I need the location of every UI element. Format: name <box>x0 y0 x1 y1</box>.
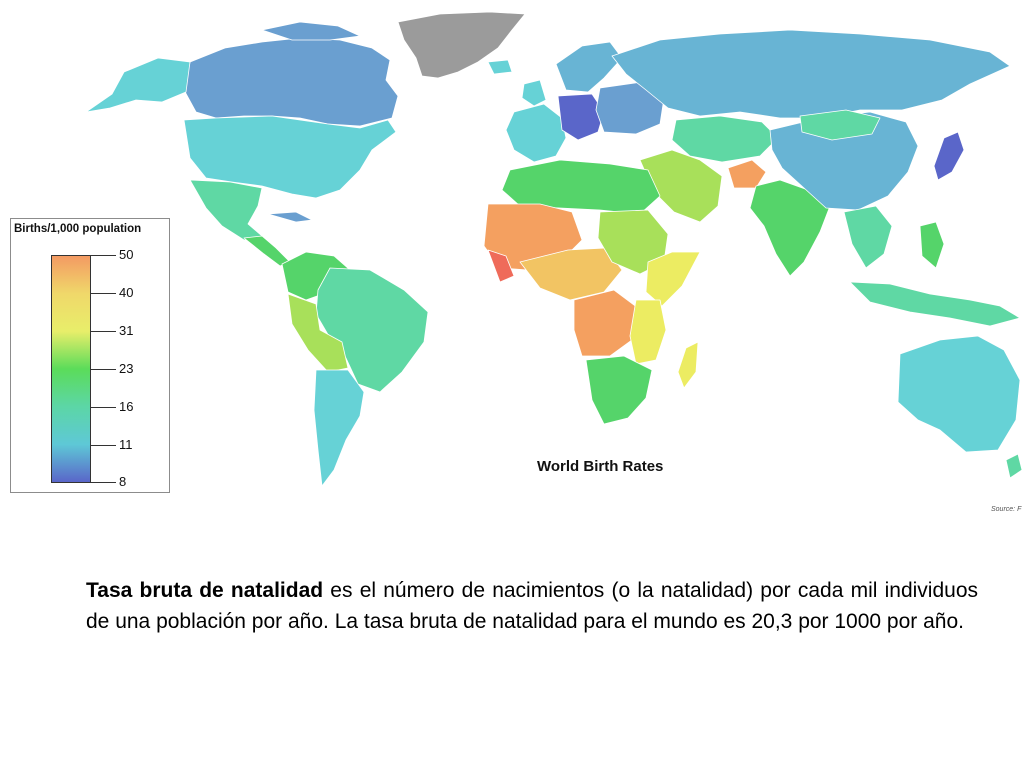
region-central-africa <box>573 289 639 357</box>
region-middle-east <box>639 149 723 223</box>
legend-tick-line <box>91 293 116 294</box>
legend-tick-label: 40 <box>119 285 134 300</box>
region-afghanistan <box>727 159 767 189</box>
region-southeast-asia <box>843 205 893 269</box>
region-new-zealand <box>1005 453 1023 479</box>
region-madagascar <box>677 341 699 389</box>
region-indonesia <box>849 281 1021 327</box>
legend-tick-label: 11 <box>119 437 133 452</box>
region-british-isles <box>521 79 547 107</box>
legend-tick-label: 31 <box>119 323 134 338</box>
world-map-svg <box>85 11 1023 487</box>
region-china <box>769 111 919 211</box>
world-map: Births/1,000 population 50 40 31 23 16 1… <box>10 11 1023 513</box>
region-australia <box>897 335 1021 453</box>
legend-tick-line <box>91 369 116 370</box>
legend-tick-label: 16 <box>119 399 134 414</box>
region-scandinavia <box>555 41 623 93</box>
legend-title: Births/1,000 population <box>14 223 142 235</box>
legend-tick-label: 8 <box>119 474 127 489</box>
region-central-europe <box>557 93 605 141</box>
legend-tick-line <box>91 482 116 483</box>
legend-tick-line <box>91 331 116 332</box>
region-west-africa-coast <box>487 249 515 283</box>
map-source-note: Source: F <box>991 506 1022 513</box>
region-western-europe <box>505 103 567 163</box>
legend-color-ramp <box>51 255 91 483</box>
region-alaska <box>85 57 191 113</box>
region-horn-of-africa <box>645 251 701 307</box>
map-title: World Birth Rates <box>537 458 664 475</box>
region-caribbean <box>267 211 313 223</box>
region-canada <box>183 37 399 127</box>
region-usa <box>183 115 397 199</box>
map-legend: Births/1,000 population 50 40 31 23 16 1… <box>10 218 170 493</box>
region-southern-cone <box>313 369 365 487</box>
region-greenland <box>397 11 526 79</box>
region-south-asia <box>749 179 831 277</box>
region-central-west-africa <box>519 247 623 301</box>
region-east-africa <box>629 299 667 365</box>
region-mongolia <box>799 109 881 141</box>
region-iceland <box>487 59 513 75</box>
caption-text: es el número de nacimientos (o la natali… <box>86 579 979 633</box>
region-arctic-islands <box>261 21 361 41</box>
region-central-asia <box>671 115 779 163</box>
region-philippines <box>919 221 945 269</box>
region-russia <box>611 29 1011 119</box>
region-japan <box>933 131 965 181</box>
region-andes <box>287 293 349 373</box>
caption-bold-term: Tasa bruta de natalidad <box>86 579 324 602</box>
legend-tick-line <box>91 255 116 256</box>
legend-tick-line <box>91 407 116 408</box>
legend-tick-label: 23 <box>119 361 134 376</box>
region-southern-africa <box>585 355 653 425</box>
legend-tick-label: 50 <box>119 247 134 262</box>
legend-tick-line <box>91 445 116 446</box>
region-mexico <box>189 179 263 241</box>
caption-paragraph: Tasa bruta de natalidad es el número de … <box>86 575 978 637</box>
region-central-america <box>243 235 291 267</box>
